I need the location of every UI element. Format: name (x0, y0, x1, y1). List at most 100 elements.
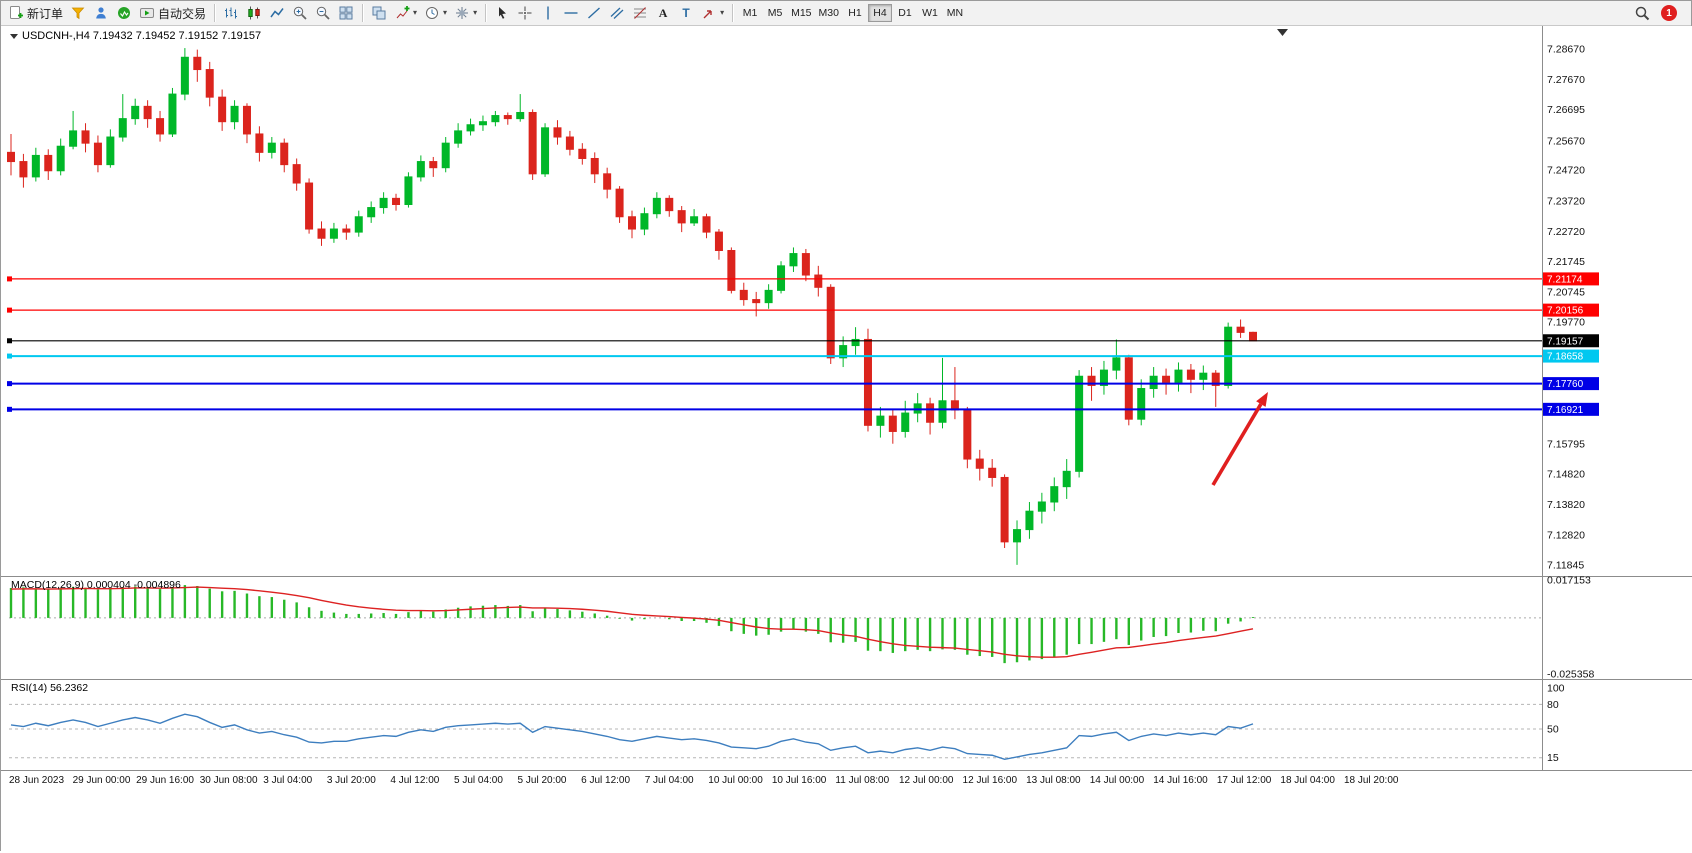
cursor-icon (499, 7, 507, 19)
vertical-line-tool-button[interactable] (537, 3, 559, 23)
trendline-icon (588, 7, 601, 19)
clock-icon (426, 7, 439, 19)
trendline-tool-button[interactable] (583, 3, 605, 23)
vertical-line-icon (547, 6, 549, 20)
timeframe-m1-button[interactable]: M1 (738, 4, 762, 22)
svg-text:7.17760: 7.17760 (1547, 379, 1584, 390)
community-button[interactable] (113, 3, 135, 23)
timeframe-m15-button[interactable]: M15 (788, 4, 814, 22)
arrows-tool-button[interactable]: ▾ (698, 3, 727, 23)
search-icon (1635, 6, 1650, 21)
svg-text:30 Jun 08:00: 30 Jun 08:00 (200, 775, 258, 786)
svg-text:29 Jun 16:00: 29 Jun 16:00 (136, 775, 194, 786)
toolbar-separator (732, 4, 734, 22)
svg-text:7.23720: 7.23720 (1547, 195, 1585, 207)
chart-canvas[interactable]: 7.28670 7.27670 7.26695 7.25670 7.24720 7.237… (1, 26, 1692, 853)
dropdown-caret-icon: ▾ (413, 8, 418, 17)
cursor-tool-button[interactable] (491, 3, 513, 23)
crosshair-icon (518, 6, 532, 20)
macd-panel (9, 585, 1542, 664)
rsi-panel (9, 703, 1542, 761)
chart-area: 7.28670 7.27670 7.26695 7.25670 7.24720 7.237… (1, 26, 1692, 853)
text-tool-button[interactable]: A (652, 3, 674, 23)
rsi-indicator-label: RSI(14) 56.2362 (11, 682, 89, 694)
svg-text:7.12820: 7.12820 (1547, 530, 1585, 542)
new-order-button[interactable]: 新订单 (5, 3, 66, 23)
notification-badge[interactable]: 1 (1661, 5, 1677, 21)
svg-text:50: 50 (1547, 724, 1559, 736)
svg-text:18 Jul 20:00: 18 Jul 20:00 (1344, 775, 1399, 786)
timeframe-m5-button[interactable]: M5 (763, 4, 787, 22)
svg-text:15: 15 (1547, 752, 1559, 764)
timeframe-mn-button[interactable]: MN (943, 4, 967, 22)
cascade-windows-button[interactable] (368, 3, 390, 23)
horizontal-line-icon (564, 12, 578, 14)
timeframe-h1-button[interactable]: H1 (843, 4, 867, 22)
zoom-in-button[interactable] (289, 3, 311, 23)
svg-text:18 Jul 04:00: 18 Jul 04:00 (1280, 775, 1335, 786)
bar-chart-icon (225, 7, 238, 19)
channel-icon (610, 7, 624, 19)
zoom-out-button[interactable] (312, 3, 334, 23)
candlestick-chart-icon (248, 6, 260, 20)
svg-text:7.21745: 7.21745 (1547, 256, 1585, 268)
fibonacci-tool-button[interactable] (629, 3, 651, 23)
text-tool-icon: A (658, 5, 668, 20)
toolbar: 新订单 自动交易 (1, 1, 1691, 26)
timeframe-d1-button[interactable]: D1 (893, 4, 917, 22)
svg-text:14 Jul 16:00: 14 Jul 16:00 (1153, 775, 1208, 786)
svg-text:7.28670: 7.28670 (1547, 44, 1585, 56)
svg-text:5 Jul 04:00: 5 Jul 04:00 (454, 775, 503, 786)
market-button[interactable] (67, 3, 89, 23)
candlestick-series (7, 48, 1257, 565)
svg-text:13 Jul 08:00: 13 Jul 08:00 (1026, 775, 1081, 786)
timeframe-w1-button[interactable]: W1 (918, 4, 942, 22)
chart-header[interactable]: USDCNH-,H4 7.19432 7.19452 7.19152 7.191… (10, 30, 261, 42)
svg-text:7.26695: 7.26695 (1547, 104, 1585, 116)
svg-text:10 Jul 00:00: 10 Jul 00:00 (708, 775, 763, 786)
timeframe-h4-button[interactable]: H4 (867, 4, 892, 22)
timeframe-m30-button[interactable]: M30 (816, 4, 842, 22)
signals-button[interactable] (90, 3, 112, 23)
svg-text:7.11845: 7.11845 (1547, 560, 1584, 572)
arrow-annotation[interactable] (1211, 392, 1268, 486)
macd-indicator-label: MACD(12,26,9) 0.000404 -0.004896 (11, 579, 181, 591)
svg-text:29 Jun 00:00: 29 Jun 00:00 (73, 775, 131, 786)
auto-trading-button[interactable]: 自动交易 (136, 3, 209, 23)
periods-button[interactable]: ▾ (421, 3, 450, 23)
search-button[interactable] (1631, 3, 1653, 23)
timeframe-buttons: M1 M5 M15 M30 H1 H4 D1 W1 MN (738, 4, 967, 22)
svg-text:7.19157: 7.19157 (1547, 336, 1584, 347)
crosshair-tool-button[interactable] (514, 3, 536, 23)
svg-text:12 Jul 16:00: 12 Jul 16:00 (963, 775, 1018, 786)
toolbar-right-group: 1 (1631, 3, 1687, 23)
templates-button[interactable]: ▾ (451, 3, 480, 23)
svg-text:7.20745: 7.20745 (1547, 287, 1585, 299)
chart-candles-button[interactable] (243, 3, 265, 23)
svg-text:7.18658: 7.18658 (1547, 352, 1584, 363)
label-tool-button[interactable]: T (675, 3, 697, 23)
svg-text:10 Jul 16:00: 10 Jul 16:00 (772, 775, 827, 786)
svg-text:17 Jul 12:00: 17 Jul 12:00 (1217, 775, 1272, 786)
gear-icon (456, 7, 469, 19)
new-order-label: 新订单 (27, 6, 64, 21)
svg-text:3 Jul 20:00: 3 Jul 20:00 (327, 775, 376, 786)
svg-text:-0.025358: -0.025358 (1547, 669, 1594, 681)
svg-text:12 Jul 00:00: 12 Jul 00:00 (899, 775, 954, 786)
dropdown-caret-icon: ▾ (443, 8, 448, 17)
tile-windows-button[interactable] (335, 3, 357, 23)
auto-trading-icon (140, 8, 155, 18)
signals-icon (96, 7, 106, 19)
horizontal-line-tool-button[interactable] (560, 3, 582, 23)
zoom-in-icon (293, 6, 307, 20)
svg-text:7 Jul 04:00: 7 Jul 04:00 (645, 775, 694, 786)
svg-text:7.25670: 7.25670 (1547, 136, 1585, 148)
tile-windows-icon (339, 6, 353, 20)
chart-shift-marker (1277, 29, 1288, 36)
chart-line-button[interactable] (266, 3, 288, 23)
chart-bars-button[interactable] (220, 3, 242, 23)
indicators-button[interactable]: ▾ (391, 3, 420, 23)
channel-tool-button[interactable] (606, 3, 628, 23)
market-icon (71, 7, 85, 20)
